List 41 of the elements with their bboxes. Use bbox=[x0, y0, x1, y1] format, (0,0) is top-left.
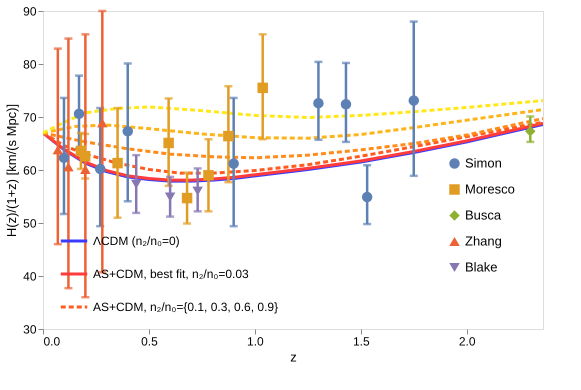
x-tick-label: 1.5 bbox=[352, 334, 370, 348]
legend-label: Moresco bbox=[465, 182, 515, 196]
point bbox=[80, 150, 90, 162]
y-tick-label: 60 bbox=[23, 164, 37, 178]
legend-label: Blake bbox=[465, 260, 498, 274]
point bbox=[112, 158, 123, 168]
point bbox=[228, 158, 239, 169]
y-tick-label: 80 bbox=[23, 58, 37, 72]
line-series bbox=[43, 99, 543, 134]
legend-label: Simon bbox=[465, 156, 502, 170]
x-tick-label: 0.5 bbox=[141, 334, 158, 348]
point bbox=[74, 108, 84, 120]
x-tick-label: 2.0 bbox=[458, 334, 476, 348]
y-tick-label: 90 bbox=[23, 4, 37, 18]
legend-label: Zhang bbox=[465, 234, 502, 248]
legend-label: AS+CDM, n₂/n₀={0.1, 0.3, 0.6, 0.9} bbox=[93, 300, 278, 314]
legend-label: Busca bbox=[465, 208, 502, 222]
point bbox=[94, 164, 106, 174]
legend-label: AS+CDM, best fit, n₂/n₀=0.03 bbox=[93, 267, 250, 281]
y-tick-label: 40 bbox=[23, 270, 37, 284]
point bbox=[203, 170, 214, 181]
point bbox=[122, 126, 133, 137]
line-series bbox=[43, 108, 543, 140]
x-axis-title: z bbox=[290, 350, 297, 364]
point bbox=[313, 98, 324, 108]
point bbox=[223, 130, 234, 142]
y-tick-label: 30 bbox=[23, 322, 37, 336]
point bbox=[340, 99, 352, 110]
point bbox=[182, 192, 192, 204]
point bbox=[58, 152, 70, 164]
point bbox=[362, 192, 372, 202]
y-tick-label: 50 bbox=[23, 216, 37, 230]
y-tick-label: 70 bbox=[23, 110, 37, 124]
point bbox=[257, 82, 268, 94]
line-series bbox=[43, 117, 543, 160]
x-tick-label: 1.0 bbox=[247, 334, 264, 348]
point bbox=[408, 95, 420, 106]
y-axis-title: H(z)/(1+z) [km/(s Mpc)] bbox=[4, 104, 20, 238]
point bbox=[163, 138, 174, 148]
point bbox=[525, 126, 536, 137]
x-tick-label: 0.0 bbox=[44, 334, 61, 348]
